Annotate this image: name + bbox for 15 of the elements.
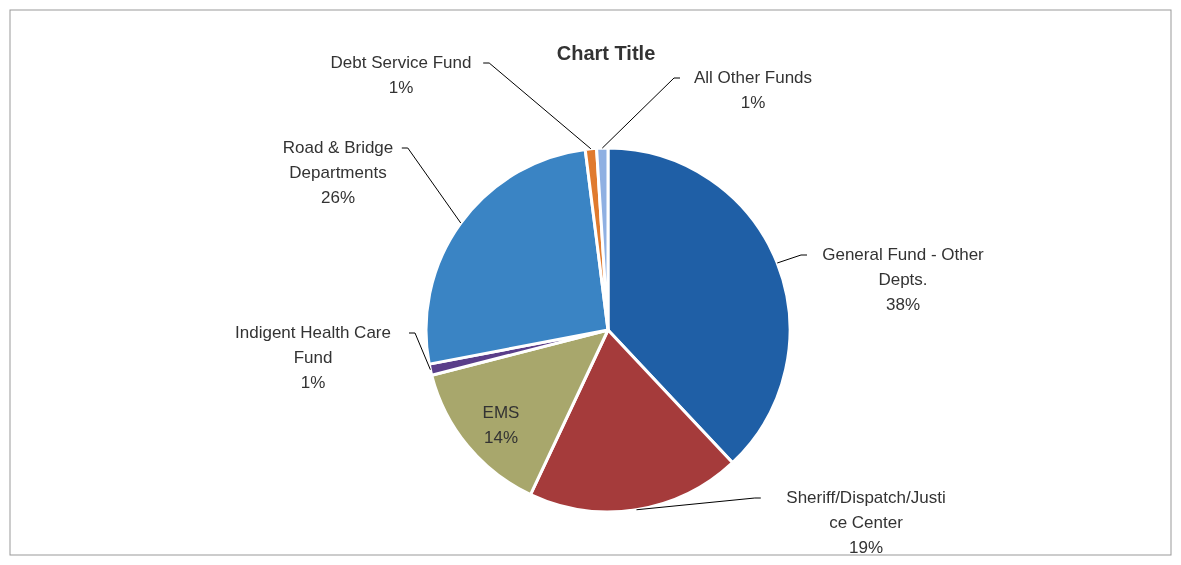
data-label: 1% [300,373,326,392]
slice-label: All Other Funds [693,68,813,87]
data-label: 26% [320,188,356,207]
slice-label: Road & Bridge Departments [282,138,394,182]
slice-label: Debt Service Fund [330,53,472,72]
data-label: 19% [848,538,884,557]
data-label: 38% [885,295,921,314]
data-label: 14% [483,428,519,447]
slice-label: Indigent Health Care Fund [235,323,391,367]
slice-label: General Fund - Other Depts. [822,245,985,289]
data-label: 1% [388,78,414,97]
data-label: 1% [740,93,766,112]
chart-title: Chart Title [556,42,656,64]
slice-label: EMS [482,403,520,422]
slice-label: Sheriff/Dispatch/Justice Center [786,488,946,532]
